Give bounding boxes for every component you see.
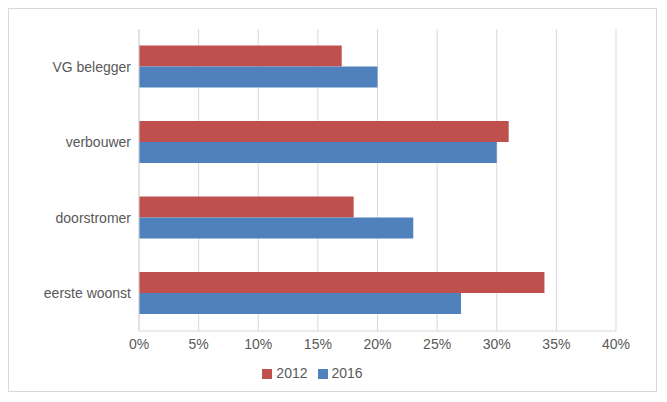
svg-text:0%: 0% <box>129 336 149 352</box>
svg-text:25%: 25% <box>423 336 451 352</box>
svg-text:15%: 15% <box>304 336 332 352</box>
svg-text:30%: 30% <box>483 336 511 352</box>
svg-text:20%: 20% <box>363 336 391 352</box>
svg-text:40%: 40% <box>602 336 630 352</box>
html-text:2012: 2012 <box>276 365 308 381</box>
svg-text:doorstromer: doorstromer <box>56 210 132 226</box>
svg-text:VG belegger: VG belegger <box>52 59 131 75</box>
svg-text:verbouwer: verbouwer <box>66 134 132 150</box>
svg-text:10%: 10% <box>244 336 272 352</box>
svg-text:eerste woonst: eerste woonst <box>44 285 131 301</box>
html-text:2016: 2016 <box>331 365 363 381</box>
svg-text:5%: 5% <box>189 336 209 352</box>
svg-text:35%: 35% <box>542 336 570 352</box>
